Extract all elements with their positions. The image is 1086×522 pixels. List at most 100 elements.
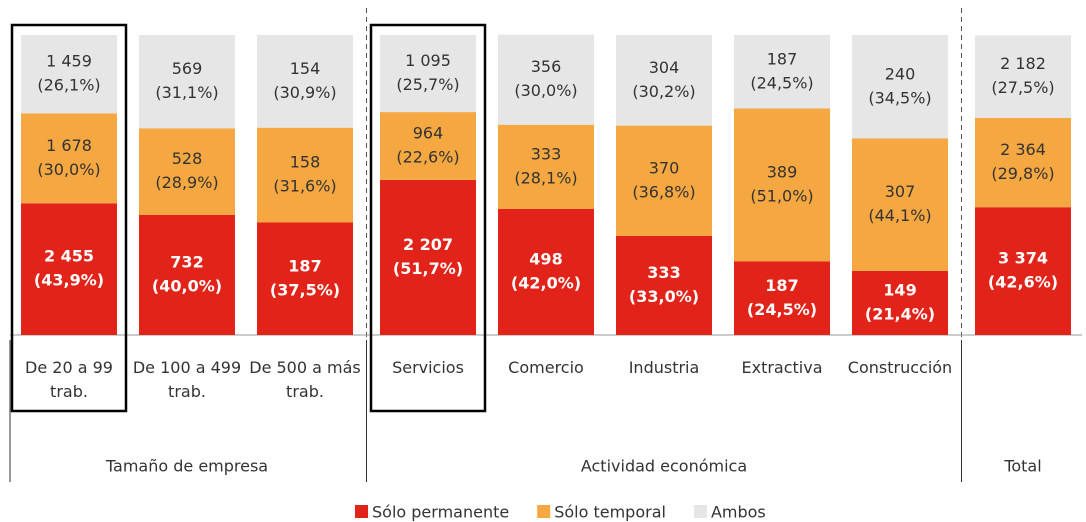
bar-segment (139, 35, 235, 129)
value-label: 304 (649, 58, 680, 77)
value-label: 333 (647, 263, 680, 282)
value-label: 370 (649, 158, 680, 177)
value-label: (33,0%) (629, 287, 699, 306)
value-label: (30,9%) (273, 83, 336, 102)
value-label: (24,5%) (747, 300, 817, 319)
value-label: (31,6%) (273, 177, 336, 196)
value-label: 569 (172, 59, 203, 78)
value-label: 187 (767, 49, 798, 68)
legend-label: Sólo temporal (554, 503, 666, 522)
value-label: (44,1%) (868, 206, 931, 225)
value-label: 2 455 (44, 247, 94, 266)
bar-segment (257, 127, 353, 223)
bar-segment (734, 108, 830, 262)
x-tick-label: Comercio (508, 358, 584, 377)
highlight-box (10, 23, 128, 413)
bar-segment (975, 207, 1071, 335)
bar-segment (380, 35, 476, 113)
value-label: 158 (290, 153, 321, 172)
value-label: (30,0%) (514, 81, 577, 100)
value-label: (24,5%) (750, 73, 813, 92)
value-label: 187 (288, 256, 321, 275)
value-label: 149 (883, 280, 916, 299)
value-label: (25,7%) (396, 75, 459, 94)
group-label: Total (1003, 457, 1041, 476)
bar-segment (852, 35, 948, 139)
value-label: (30,2%) (632, 82, 695, 101)
legend-swatch (355, 505, 368, 518)
value-label: 1 095 (405, 51, 451, 70)
value-label: 389 (767, 163, 798, 182)
value-label: 154 (290, 59, 321, 78)
value-label: (27,5%) (991, 78, 1054, 97)
value-label: 1 459 (46, 52, 92, 71)
value-label: (26,1%) (37, 76, 100, 95)
bar-segment (257, 35, 353, 128)
x-tick-label: Construcción (847, 358, 953, 377)
value-label: 240 (885, 64, 916, 83)
bar-segment (975, 117, 1071, 208)
value-label: (43,9%) (34, 271, 104, 290)
value-label: (22,6%) (396, 148, 459, 167)
x-tick-label: De 100 a 499 trab. (132, 358, 242, 401)
value-label: 2 207 (403, 235, 453, 254)
bar-segment (380, 112, 476, 180)
value-label: (40,0%) (152, 277, 222, 296)
x-tick-label: De 20 a 99 trab. (25, 358, 113, 401)
bar-segment (616, 35, 712, 126)
bar-segment (21, 113, 117, 204)
bar-segment (616, 125, 712, 236)
value-label: (34,5%) (868, 88, 931, 107)
value-label: (42,0%) (511, 274, 581, 293)
value-label: (29,8%) (991, 164, 1054, 183)
bar-segment (498, 124, 594, 209)
bar-segment (139, 128, 235, 215)
value-label: (36,8%) (632, 182, 695, 201)
value-label: 356 (531, 57, 562, 76)
x-tick-label: Industria (628, 358, 700, 377)
value-label: 187 (765, 276, 798, 295)
bar-segment (498, 209, 594, 335)
value-label: 732 (170, 253, 203, 272)
value-label: 528 (172, 149, 203, 168)
bar-segment (852, 138, 948, 271)
group-label: Tamaño de empresa (105, 457, 268, 476)
bar-segment (498, 34, 594, 125)
legend-label: Ambos (711, 503, 766, 522)
value-label: (21,4%) (865, 304, 935, 323)
legend-swatch (537, 505, 551, 518)
value-label: (28,1%) (514, 168, 577, 187)
value-label: (30,0%) (37, 160, 100, 179)
value-label: (42,6%) (988, 273, 1058, 292)
bar-segment (975, 35, 1071, 118)
x-tick-label: Servicios (392, 358, 464, 377)
value-label: 1 678 (46, 136, 92, 155)
value-label: (28,9%) (155, 173, 218, 192)
bar-segment (852, 270, 948, 335)
bar-segment (139, 215, 235, 335)
bar-segment (380, 179, 476, 335)
value-label: (51,0%) (750, 187, 813, 206)
value-label: 2 182 (1000, 54, 1046, 73)
value-label: 964 (413, 124, 444, 143)
highlight-box (369, 23, 487, 413)
value-label: (51,7%) (393, 259, 463, 278)
bar-segment (21, 35, 117, 114)
group-label: Actividad económica (581, 457, 747, 476)
x-tick-label: Extractiva (741, 358, 823, 377)
bar-segment (734, 261, 830, 335)
legend-swatch (693, 505, 707, 518)
bar-segment (21, 203, 117, 335)
bar-segment (616, 236, 712, 335)
value-label: 2 364 (1000, 140, 1046, 159)
value-label: 3 374 (998, 249, 1048, 268)
value-label: 333 (531, 144, 562, 163)
value-label: 498 (529, 250, 562, 269)
value-label: (31,1%) (155, 83, 218, 102)
x-tick-label: De 500 a más trab. (249, 358, 361, 401)
bar-segment (257, 222, 353, 335)
value-label: (37,5%) (270, 280, 340, 299)
bar-segment (734, 35, 830, 109)
